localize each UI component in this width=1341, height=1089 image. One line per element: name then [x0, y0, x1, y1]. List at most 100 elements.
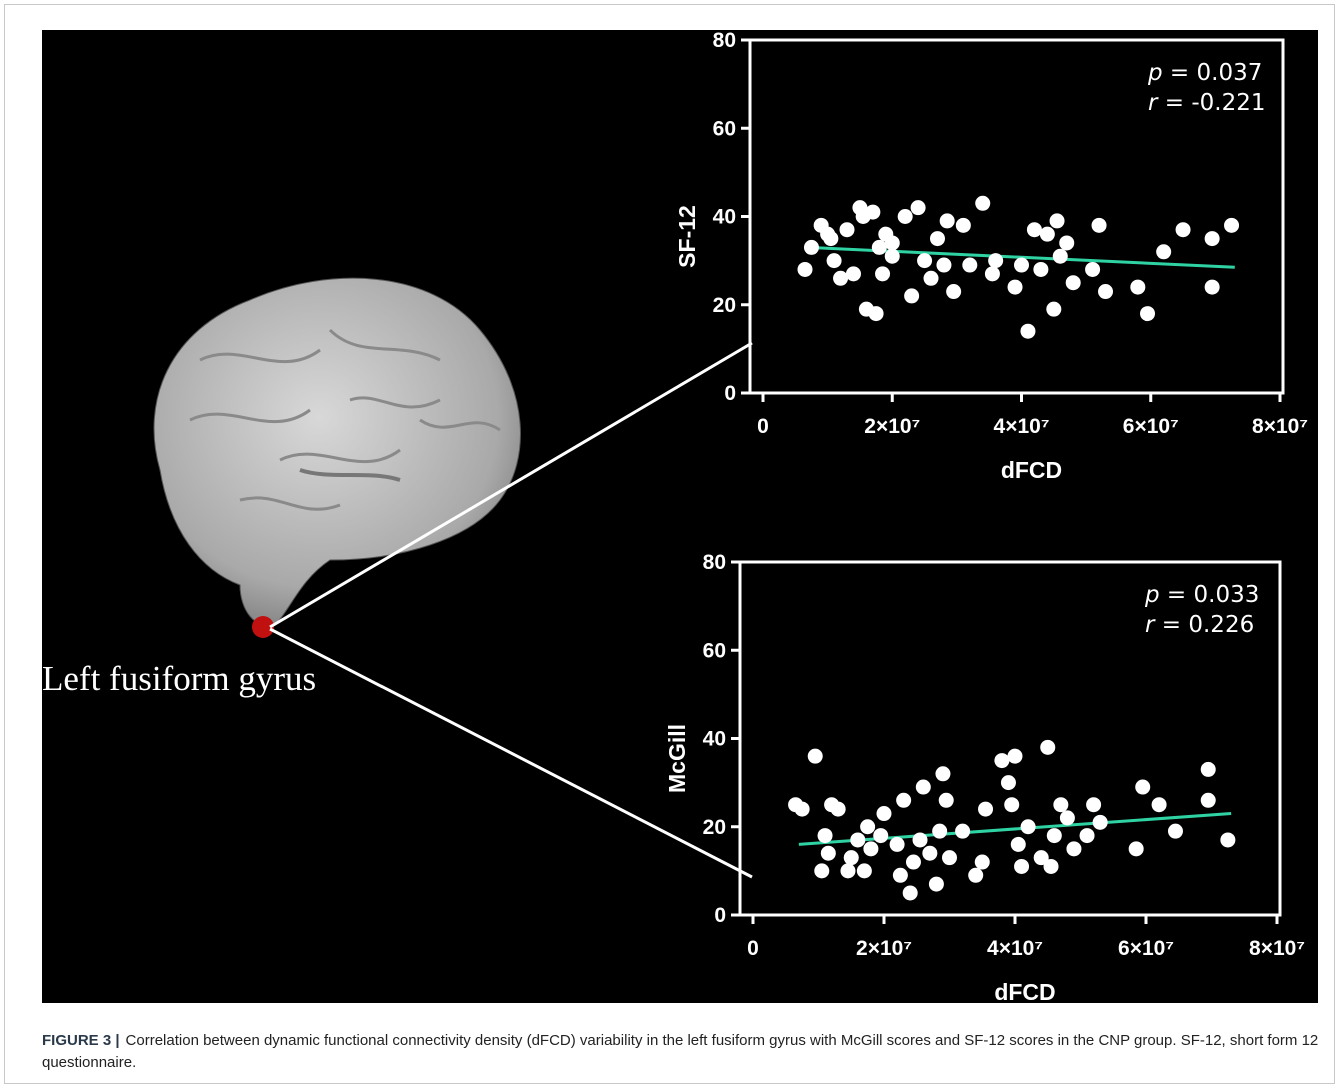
point — [1129, 841, 1144, 856]
point — [942, 850, 957, 865]
point — [1140, 306, 1155, 321]
x-axis-label: dFCD — [1001, 457, 1062, 483]
figure: Left fusiform gyrus 0 20 40 60 80 0 2×10⁷ 4×10⁷… — [0, 0, 1341, 1089]
point — [846, 266, 861, 281]
annotation: p = 0.033 — [1145, 582, 1259, 608]
point — [1040, 740, 1055, 755]
point — [873, 828, 888, 843]
point — [1011, 837, 1026, 852]
point — [1053, 249, 1068, 264]
x-tick-label: 2×10⁷ — [856, 937, 912, 960]
point — [906, 855, 921, 870]
caption: FIGURE 3 |Correlation between dynamic fu… — [42, 1030, 1332, 1074]
point — [1008, 749, 1023, 764]
point — [831, 802, 846, 817]
point — [929, 877, 944, 892]
x-tick-label: 4×10⁷ — [994, 415, 1050, 438]
point — [818, 828, 833, 843]
point — [875, 266, 890, 281]
point — [1093, 815, 1108, 830]
point — [872, 240, 887, 255]
point — [1205, 280, 1220, 295]
point — [1098, 284, 1113, 299]
point — [1156, 244, 1171, 259]
point — [975, 196, 990, 211]
y-tick-label: 60 — [713, 117, 736, 140]
point — [804, 240, 819, 255]
point — [994, 753, 1009, 768]
point — [1205, 231, 1220, 246]
point — [857, 863, 872, 878]
point — [922, 846, 937, 861]
point — [939, 793, 954, 808]
point — [975, 855, 990, 870]
point — [827, 253, 842, 268]
point — [911, 200, 926, 215]
x-axis-label: dFCD — [994, 979, 1055, 1005]
point — [1080, 828, 1095, 843]
x-tick-label: 0 — [757, 415, 769, 438]
point — [1014, 859, 1029, 874]
point — [924, 271, 939, 286]
point — [823, 231, 838, 246]
point — [1014, 258, 1029, 273]
page: Left fusiform gyrus 0 20 40 60 80 0 2×10⁷ 4×10⁷… — [0, 0, 1341, 1089]
y-tick-label: 20 — [703, 816, 726, 839]
y-tick-label: 40 — [713, 206, 736, 229]
point — [930, 231, 945, 246]
annotation: r = 0.226 — [1145, 612, 1254, 638]
point — [1033, 262, 1048, 277]
point — [833, 271, 848, 286]
annotation: p = 0.037 — [1148, 60, 1262, 86]
point — [808, 749, 823, 764]
point — [1001, 775, 1016, 790]
point — [1220, 832, 1235, 847]
point — [890, 837, 905, 852]
point — [1066, 275, 1081, 290]
point — [821, 846, 836, 861]
point — [877, 806, 892, 821]
point — [1060, 810, 1075, 825]
point — [1066, 841, 1081, 856]
x-tick-label: 0 — [747, 937, 759, 960]
point — [985, 266, 1000, 281]
point — [1021, 819, 1036, 834]
point — [978, 802, 993, 817]
y-tick-label: 0 — [714, 904, 726, 927]
y-axis-label: McGill — [664, 724, 690, 793]
x-tick-label: 4×10⁷ — [987, 937, 1043, 960]
point — [863, 841, 878, 856]
x-tick-label: 6×10⁷ — [1118, 937, 1174, 960]
point — [885, 235, 900, 250]
point — [1092, 218, 1107, 233]
point — [1004, 797, 1019, 812]
point — [844, 850, 859, 865]
point — [936, 258, 951, 273]
caption-label: FIGURE 3 | — [42, 1032, 120, 1049]
point — [935, 766, 950, 781]
x-tick-label: 8×10⁷ — [1252, 415, 1308, 438]
point — [1086, 797, 1101, 812]
y-tick-label: 0 — [724, 382, 736, 405]
point — [962, 258, 977, 273]
point — [1008, 280, 1023, 295]
y-tick-label: 20 — [713, 294, 736, 317]
y-tick-label: 80 — [703, 551, 726, 574]
point — [1027, 222, 1042, 237]
point — [898, 209, 913, 224]
y-tick-label: 80 — [713, 29, 736, 52]
point — [940, 213, 955, 228]
point — [988, 253, 1003, 268]
point — [946, 284, 961, 299]
point — [955, 824, 970, 839]
y-tick-label: 60 — [703, 639, 726, 662]
point — [913, 832, 928, 847]
point — [798, 262, 813, 277]
point — [1201, 762, 1216, 777]
x-tick-label: 2×10⁷ — [864, 415, 920, 438]
point — [893, 868, 908, 883]
point — [1224, 218, 1239, 233]
point — [795, 802, 810, 817]
region-label: Left fusiform gyrus — [42, 659, 316, 698]
point — [814, 863, 829, 878]
